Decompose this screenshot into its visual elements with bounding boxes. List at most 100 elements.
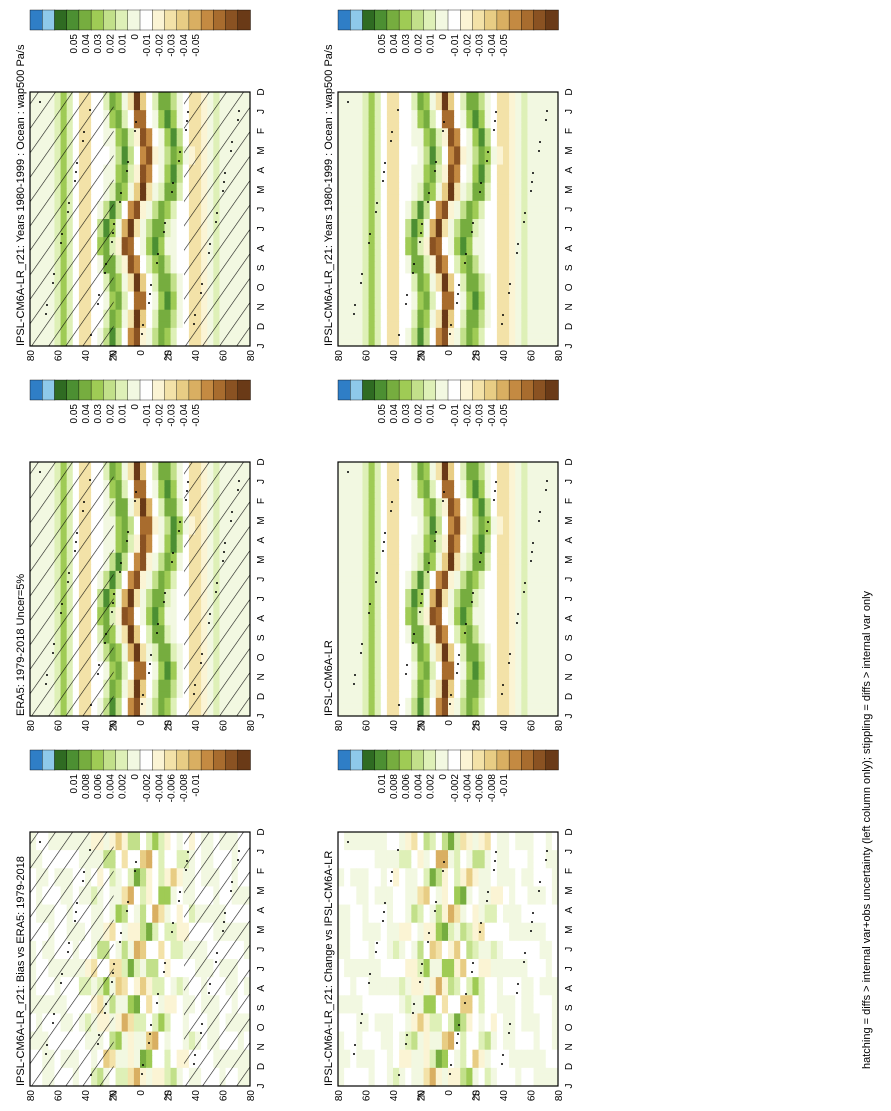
colorbar-label: 0.01 bbox=[426, 34, 437, 54]
heat-cell bbox=[448, 104, 455, 111]
heat-cell bbox=[146, 619, 153, 626]
month-tick-label: D bbox=[256, 323, 267, 330]
heat-cell bbox=[460, 188, 467, 196]
heat-cell bbox=[146, 685, 153, 693]
stipple-dot bbox=[200, 292, 202, 294]
heat-cell bbox=[362, 212, 370, 220]
heat-cell bbox=[356, 474, 364, 481]
heat-cell bbox=[503, 333, 510, 341]
heat-cell bbox=[423, 176, 431, 184]
heat-cell bbox=[411, 315, 419, 323]
heat-cell bbox=[417, 291, 425, 299]
heat-cell bbox=[417, 128, 425, 135]
heat-cell bbox=[146, 595, 153, 602]
heat-cell bbox=[503, 285, 510, 293]
heat-cell bbox=[411, 327, 419, 335]
heat-cell bbox=[158, 649, 166, 657]
heat-cell bbox=[164, 339, 172, 347]
heat-cell bbox=[386, 182, 394, 190]
heat-cell bbox=[170, 691, 178, 699]
colorbar-label: -0.01 bbox=[142, 34, 153, 57]
heat-cell bbox=[380, 237, 388, 244]
lat-tick-label: 40 bbox=[81, 720, 92, 732]
heat-cell bbox=[484, 225, 492, 232]
stipple-dot bbox=[148, 672, 150, 674]
stipple-dot bbox=[223, 181, 225, 183]
heat-cell bbox=[521, 200, 529, 208]
heat-cell bbox=[417, 140, 425, 148]
heat-cell bbox=[533, 297, 541, 305]
heat-cell bbox=[176, 206, 184, 214]
heat-cell bbox=[164, 321, 172, 329]
heat-cell bbox=[478, 291, 486, 299]
heat-cell bbox=[545, 194, 553, 202]
heat-cell bbox=[405, 315, 412, 323]
heat-cell bbox=[515, 243, 522, 250]
heat-cell bbox=[170, 285, 178, 293]
heat-cell bbox=[121, 267, 129, 275]
heat-cell bbox=[146, 504, 153, 511]
stipple-dot bbox=[546, 110, 548, 112]
heat-cell bbox=[374, 303, 382, 311]
heat-cell bbox=[509, 261, 516, 268]
colorbar-swatch bbox=[54, 9, 68, 31]
heat-cell bbox=[386, 249, 394, 256]
heat-cell bbox=[380, 182, 388, 190]
heat-cell bbox=[521, 140, 529, 148]
heat-cell bbox=[496, 333, 504, 341]
heat-cell bbox=[521, 128, 529, 135]
heat-cell bbox=[435, 261, 443, 268]
heat-cell bbox=[460, 285, 467, 293]
plot-frame bbox=[29, 461, 251, 717]
heat-cell bbox=[448, 219, 455, 226]
heat-cell bbox=[115, 558, 123, 566]
heat-cell bbox=[393, 110, 400, 117]
heat-cell bbox=[533, 92, 541, 99]
month-tick-label: D bbox=[564, 323, 575, 330]
heat-cell bbox=[423, 116, 431, 123]
heat-cell bbox=[509, 140, 516, 148]
stipple-dot bbox=[215, 591, 217, 593]
heat-cell bbox=[368, 200, 376, 208]
heat-cell bbox=[121, 182, 129, 190]
heat-cell bbox=[152, 116, 159, 123]
heat-cell bbox=[515, 462, 522, 469]
heat-cell bbox=[344, 327, 351, 335]
heat-cell bbox=[115, 564, 123, 572]
heat-cell bbox=[176, 655, 184, 663]
heat-cell bbox=[454, 92, 461, 99]
heat-cell bbox=[405, 104, 412, 111]
heat-cell bbox=[545, 104, 553, 111]
heat-cell bbox=[170, 237, 178, 244]
heat-cell bbox=[338, 92, 345, 99]
heat-cell bbox=[152, 122, 159, 129]
heat-cell bbox=[478, 176, 486, 184]
heat-cell bbox=[448, 327, 455, 335]
heat-cell bbox=[545, 255, 553, 262]
heat-cell bbox=[472, 158, 480, 166]
heat-cell bbox=[152, 661, 159, 669]
heat-cell bbox=[515, 140, 522, 148]
heat-cell bbox=[176, 522, 184, 530]
heat-cell bbox=[521, 273, 529, 281]
heat-cell bbox=[176, 546, 184, 554]
heat-cell bbox=[164, 285, 172, 293]
heat-cell bbox=[386, 462, 394, 469]
heat-cell bbox=[164, 595, 172, 602]
heat-cell bbox=[521, 194, 529, 202]
heat-cell bbox=[127, 564, 135, 572]
heat-cell bbox=[344, 188, 351, 196]
heat-cell bbox=[551, 206, 559, 214]
heat-cell bbox=[466, 321, 474, 329]
heat-cell bbox=[441, 182, 449, 190]
heat-cell bbox=[441, 225, 449, 232]
stipple-dot bbox=[412, 272, 414, 274]
heat-cell bbox=[356, 327, 364, 335]
heat-cell bbox=[417, 104, 425, 111]
heat-cell bbox=[170, 685, 178, 693]
heat-cell bbox=[380, 231, 388, 238]
heat-cell bbox=[170, 643, 178, 651]
heat-cell bbox=[344, 212, 351, 220]
heat-cell bbox=[472, 110, 480, 117]
heat-cell bbox=[140, 146, 147, 154]
